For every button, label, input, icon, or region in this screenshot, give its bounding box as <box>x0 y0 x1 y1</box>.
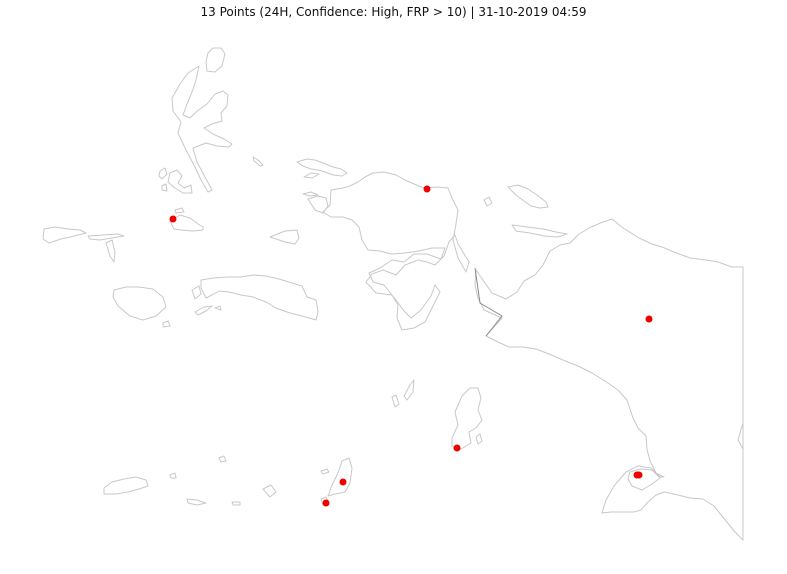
landmasses <box>42 47 744 541</box>
island-kai-kecil <box>391 394 400 408</box>
island-aru-east <box>475 433 483 445</box>
island-buru <box>112 286 167 321</box>
island-numfor <box>483 196 493 207</box>
island-leti <box>186 498 207 506</box>
island-moa <box>231 501 241 506</box>
island-waigeo-west <box>303 172 320 179</box>
island-gebe <box>252 156 264 167</box>
papua-border-segment <box>474 267 503 337</box>
hotspot-point <box>635 471 643 479</box>
island-morotai <box>205 47 226 73</box>
island-halmahera <box>171 65 233 193</box>
island-aru <box>451 387 483 450</box>
island-yamdena <box>327 457 353 497</box>
island-ambon <box>194 305 213 316</box>
island-haruku <box>214 305 222 311</box>
island-kai-besar <box>403 379 415 401</box>
landmass-new-guinea <box>474 218 744 541</box>
island-seram <box>200 274 319 321</box>
island-waigeo <box>296 158 348 177</box>
island-salawati <box>307 195 329 214</box>
island-misool <box>269 229 300 245</box>
map-title: 13 Points (24H, Confidence: High, FRP > … <box>200 5 587 19</box>
island-sanana <box>105 239 116 263</box>
hotspot-point <box>645 315 653 323</box>
hotspot-point <box>423 185 431 193</box>
island-larat <box>320 468 330 475</box>
island-bacan <box>167 169 193 194</box>
island-ternate <box>158 167 168 180</box>
island-mangole <box>87 233 125 241</box>
island-obi <box>169 214 204 232</box>
island-babar <box>262 484 277 498</box>
island-makian <box>161 183 168 192</box>
island-yapen <box>511 224 568 238</box>
island-damar <box>218 455 227 463</box>
island-batanta <box>302 191 319 197</box>
island-biak <box>507 184 549 209</box>
island-obi-north <box>174 207 185 214</box>
island-taliabu <box>42 226 87 244</box>
hotspot-point <box>339 478 347 486</box>
island-kolepom <box>627 468 661 491</box>
island-seram-west <box>191 285 202 300</box>
hotspot-point <box>453 444 461 452</box>
island-ambelau <box>162 320 171 328</box>
hotspot-point <box>169 215 177 223</box>
landmass-birds-head <box>322 171 470 331</box>
island-romang <box>169 472 177 479</box>
hotspot-point <box>322 499 330 507</box>
island-wetar <box>103 476 149 495</box>
hotspots <box>169 185 653 507</box>
